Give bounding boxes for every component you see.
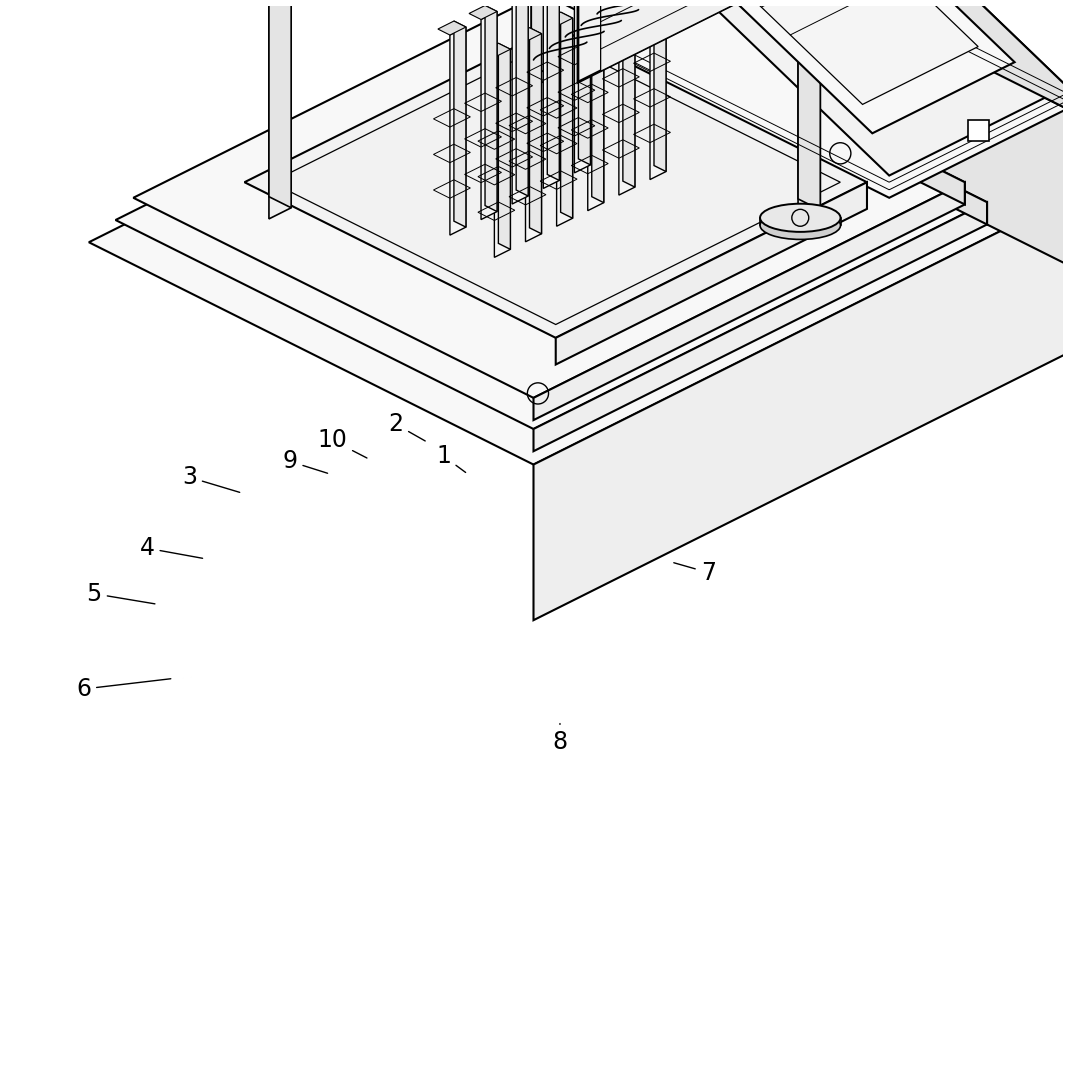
Polygon shape xyxy=(500,0,528,4)
Polygon shape xyxy=(798,0,821,210)
Polygon shape xyxy=(650,0,666,180)
Polygon shape xyxy=(569,0,987,225)
Polygon shape xyxy=(601,0,800,72)
Polygon shape xyxy=(653,0,1015,133)
Polygon shape xyxy=(453,21,466,227)
Ellipse shape xyxy=(760,211,841,240)
Polygon shape xyxy=(534,202,987,451)
Polygon shape xyxy=(798,0,821,221)
Polygon shape xyxy=(269,0,291,208)
Text: 4: 4 xyxy=(140,537,203,560)
Polygon shape xyxy=(485,5,497,212)
Text: 5: 5 xyxy=(86,582,155,606)
Polygon shape xyxy=(623,0,635,187)
Polygon shape xyxy=(601,0,778,54)
Polygon shape xyxy=(574,0,590,172)
Polygon shape xyxy=(778,0,1067,109)
Polygon shape xyxy=(689,0,978,104)
Polygon shape xyxy=(525,33,542,242)
Text: 1: 1 xyxy=(436,444,465,472)
Polygon shape xyxy=(512,0,528,203)
Polygon shape xyxy=(534,153,1067,620)
Polygon shape xyxy=(760,217,841,225)
Polygon shape xyxy=(244,27,867,337)
Polygon shape xyxy=(516,0,528,196)
Text: 2: 2 xyxy=(388,412,426,441)
Polygon shape xyxy=(578,0,823,82)
Polygon shape xyxy=(601,0,1067,198)
Polygon shape xyxy=(654,0,666,171)
Text: 7: 7 xyxy=(673,560,716,585)
Text: 8: 8 xyxy=(553,724,568,754)
Polygon shape xyxy=(469,5,497,19)
Polygon shape xyxy=(556,182,867,364)
Polygon shape xyxy=(619,0,635,195)
Polygon shape xyxy=(601,0,1067,176)
Polygon shape xyxy=(481,12,497,220)
Polygon shape xyxy=(498,43,510,250)
Polygon shape xyxy=(437,21,466,35)
Bar xyxy=(968,120,989,141)
Polygon shape xyxy=(547,0,559,180)
Polygon shape xyxy=(588,2,604,211)
Polygon shape xyxy=(557,18,573,226)
Text: 10: 10 xyxy=(317,428,367,458)
Polygon shape xyxy=(564,0,965,205)
Polygon shape xyxy=(133,0,965,397)
Polygon shape xyxy=(482,43,510,57)
Polygon shape xyxy=(531,0,554,77)
Polygon shape xyxy=(513,28,542,42)
Polygon shape xyxy=(494,49,510,257)
Polygon shape xyxy=(531,0,554,88)
Polygon shape xyxy=(592,0,604,202)
Ellipse shape xyxy=(760,203,841,232)
Polygon shape xyxy=(115,0,987,429)
Polygon shape xyxy=(578,0,590,165)
Polygon shape xyxy=(544,12,573,26)
Polygon shape xyxy=(560,12,573,218)
Polygon shape xyxy=(89,0,1067,465)
Polygon shape xyxy=(450,27,466,236)
Polygon shape xyxy=(269,0,291,218)
Polygon shape xyxy=(534,182,965,420)
Polygon shape xyxy=(712,0,1067,308)
Text: 3: 3 xyxy=(182,465,240,493)
Polygon shape xyxy=(529,28,542,233)
Polygon shape xyxy=(576,0,604,11)
Text: 6: 6 xyxy=(76,677,171,702)
Polygon shape xyxy=(543,0,559,188)
Text: 9: 9 xyxy=(283,450,328,473)
